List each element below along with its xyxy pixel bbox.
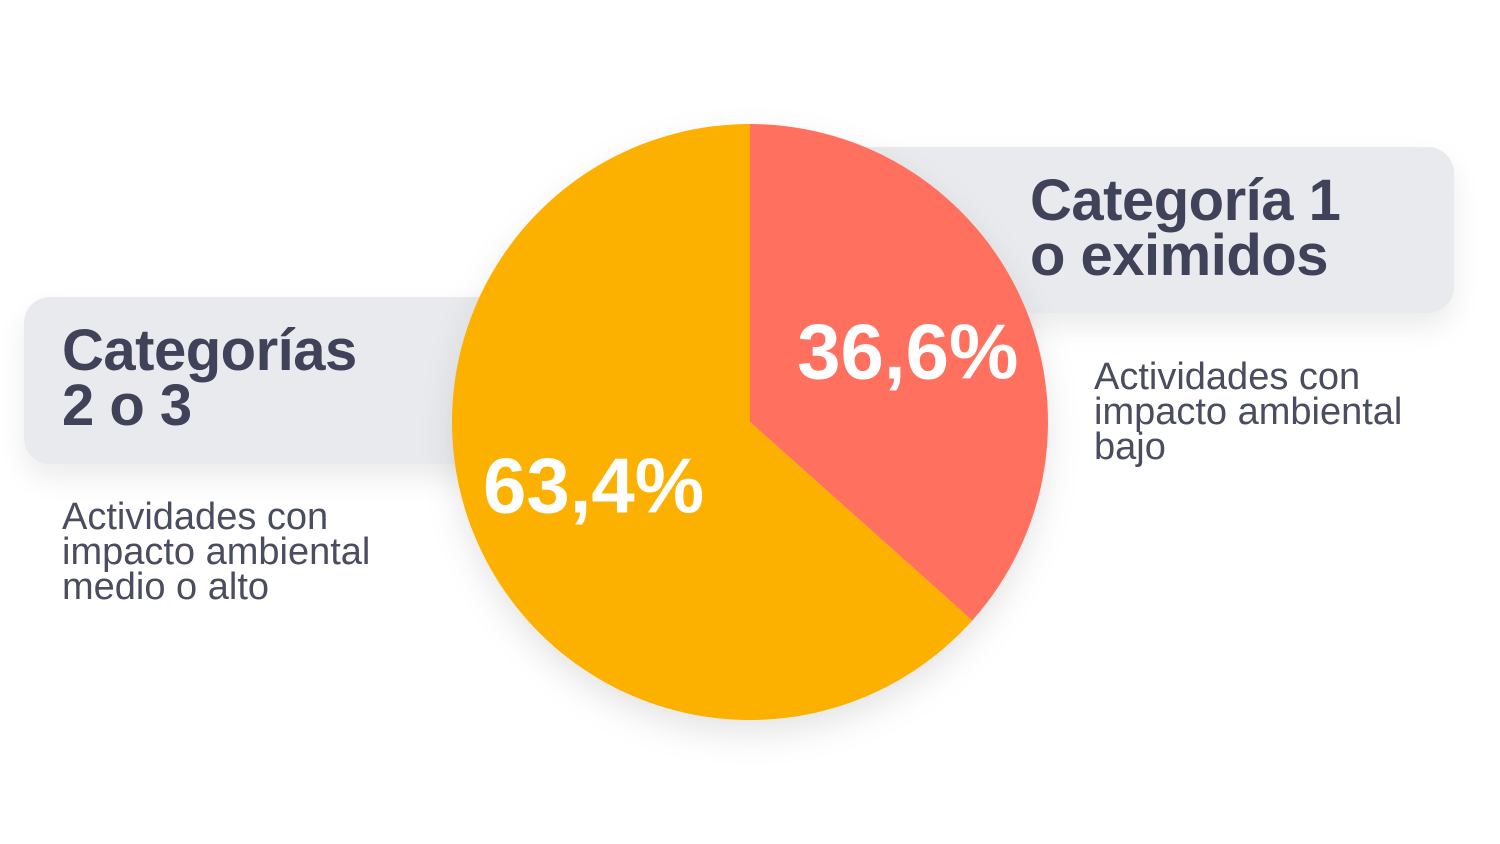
pie-slice-1-value-label: 36,6% (797, 307, 1018, 395)
description-right-line-3: bajo (1094, 426, 1166, 468)
description-right-line-1: Actividades con (1094, 356, 1361, 398)
pie-labels: 36,6% 63,4% (483, 307, 1018, 529)
description-left-line-1: Actividades con (62, 496, 329, 538)
description-left: Actividades con impacto ambiental medio … (62, 496, 371, 608)
pie-slice-2 (451, 124, 973, 721)
category-title-right-line-1: Categoría 1 (1030, 168, 1341, 233)
category-title-left: Categorías 2 o 3 (62, 318, 544, 438)
category-title-right: Categoría 1 o eximidos (1030, 168, 1454, 288)
category-title-left-line-2: 2 o 3 (62, 373, 192, 438)
pie-slice-1 (750, 124, 1048, 621)
category-title-left-line-1: Categorías (62, 318, 357, 383)
pie-slices (451, 124, 1048, 721)
pie-slice-2-value-label: 63,4% (483, 441, 704, 529)
description-right-line-2: impacto ambiental (1094, 391, 1403, 433)
description-right: Actividades con impacto ambiental bajo (1094, 356, 1403, 468)
category-title-right-line-2: o eximidos (1030, 223, 1328, 288)
description-left-line-2: impacto ambiental (62, 531, 371, 573)
description-left-line-3: medio o alto (62, 566, 270, 608)
